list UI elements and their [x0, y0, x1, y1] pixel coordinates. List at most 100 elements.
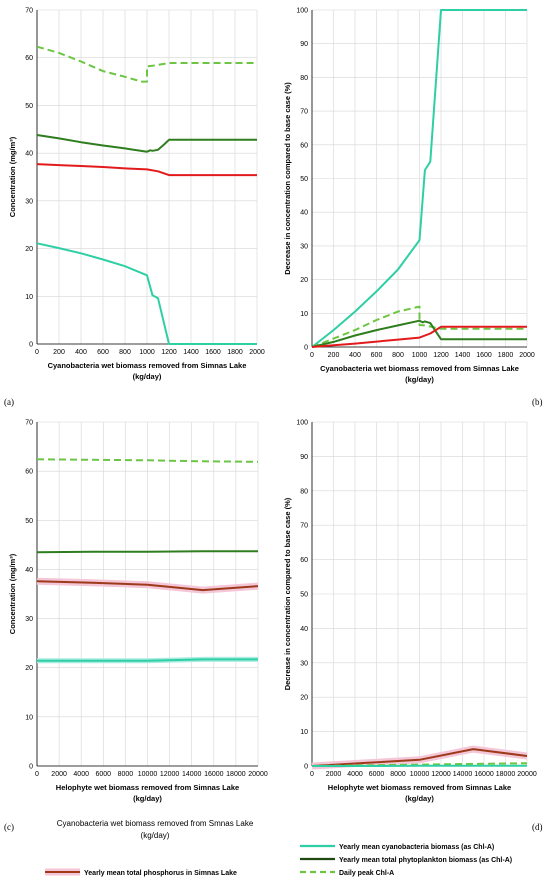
x-axis-unit-b: (kg/day) [405, 375, 434, 384]
y-tick-label-c-6: 60 [25, 469, 33, 476]
x-tick-label-d-1: 2000 [326, 771, 342, 778]
y-tick-label-d-7: 70 [300, 523, 308, 530]
series-line-d-tp_brown [311, 748, 528, 767]
x-axis-unit-d: (kg/day) [405, 794, 434, 803]
x-tick-label-a-1: 200 [53, 349, 65, 356]
x-tick-label-a-3: 600 [97, 349, 109, 356]
x-tick-label-b-5: 1000 [412, 352, 428, 359]
x-tick-label-a-4: 800 [119, 349, 131, 356]
x-tick-label-c-8: 16000 [204, 771, 224, 778]
series-line-c-cyano [37, 658, 258, 662]
y-tick-label-b-5: 50 [300, 176, 308, 183]
legend: Cyanobacteria wet biomass removed from S… [45, 819, 512, 877]
x-tick-label-a-7: 1400 [183, 349, 199, 356]
x-tick-label-c-7: 14000 [182, 771, 202, 778]
series-line-a-cyano [36, 242, 257, 345]
x-tick-label-b-6: 1200 [433, 352, 449, 359]
legend-label-cyano: Yearly mean cyanobacteria biomass (as Ch… [339, 844, 494, 851]
y-tick-label-d-6: 60 [300, 557, 308, 564]
x-axis-title-d: Helophyte wet biomass removed from Simna… [328, 783, 511, 792]
y-tick-label-d-4: 40 [300, 626, 308, 633]
y-tick-label-d-5: 50 [300, 592, 308, 599]
y-tick-label-a-3: 30 [25, 198, 33, 205]
x-axis-title-a: Cyanobacteria wet biomass removed from S… [48, 361, 247, 370]
x-axis-unit-a: (kg/day) [133, 372, 162, 381]
y-tick-label-b-1: 10 [300, 311, 308, 318]
series-line-b-cyano [311, 9, 527, 348]
chart-panel-c: 0 2000 4000 6000 8000 10000 12000 14000 16000 180… [8, 420, 268, 804]
x-tick-label-a-2: 400 [75, 349, 87, 356]
x-tick-label-b-3: 600 [371, 352, 383, 359]
x-axis-title-c: Helophyte wet biomass removed from Simna… [56, 783, 239, 792]
y-tick-label-b-3: 30 [300, 243, 308, 250]
x-tick-label-d-6: 12000 [431, 771, 451, 778]
y-tick-label-a-5: 50 [25, 103, 33, 110]
y-axis-title-a: Concentration (mg/m³) [8, 136, 17, 217]
x-tick-label-c-10: 20000 [248, 771, 268, 778]
x-tick-label-c-0: 0 [35, 771, 39, 778]
y-tick-label-c-4: 40 [25, 567, 33, 574]
x-tick-label-b-10: 2000 [519, 352, 535, 359]
x-tick-label-b-9: 1800 [498, 352, 514, 359]
x-tick-label-c-5: 10000 [138, 771, 158, 778]
x-tick-label-d-5: 10000 [410, 771, 430, 778]
y-tick-label-b-0: 0 [304, 345, 308, 352]
series-line-a-peak [36, 45, 257, 83]
x-tick-label-a-5: 1000 [139, 349, 155, 356]
y-tick-label-b-7: 70 [300, 109, 308, 116]
x-tick-label-d-3: 6000 [369, 771, 385, 778]
panel-label-a: (a) [4, 397, 14, 407]
series-line-b-tp_red [311, 325, 527, 348]
y-tick-label-c-5: 50 [25, 518, 33, 525]
y-tick-label-c-7: 70 [25, 420, 33, 427]
panels: 0 200 400 600 800 1000 1200 1400 1600 1800 2000010… [8, 8, 537, 804]
series-line-c-phyto [36, 550, 258, 554]
x-tick-label-b-1: 200 [328, 352, 340, 359]
y-tick-label-a-0: 0 [29, 342, 33, 349]
y-tick-label-d-1: 10 [300, 729, 308, 736]
x-tick-label-c-1: 2000 [51, 771, 67, 778]
x-tick-label-d-9: 18000 [496, 771, 516, 778]
y-tick-label-b-8: 80 [300, 75, 308, 82]
x-tick-label-c-9: 18000 [226, 771, 246, 778]
y-tick-label-a-6: 60 [25, 55, 33, 62]
x-tick-label-c-4: 8000 [118, 771, 134, 778]
x-tick-label-a-8: 1600 [205, 349, 221, 356]
x-tick-label-c-2: 4000 [73, 771, 89, 778]
y-tick-label-d-2: 20 [300, 695, 308, 702]
x-tick-label-b-2: 400 [349, 352, 361, 359]
y-axis-title-b: Decrease in concentration compared to ba… [283, 82, 292, 275]
y-tick-label-a-1: 10 [25, 294, 33, 301]
panel-label-c: (c) [4, 822, 14, 832]
legend-title-line2: (kg/day) [141, 831, 170, 840]
chart-panel-a: 0 200 400 600 800 1000 1200 1400 1600 1800 2000 0 10… [8, 8, 265, 382]
x-tick-label-d-7: 14000 [453, 771, 473, 778]
series-line-a-tp_red [36, 163, 257, 177]
y-tick-label-b-9: 90 [300, 41, 308, 48]
y-tick-label-b-2: 20 [300, 277, 308, 284]
x-tick-label-b-4: 800 [392, 352, 404, 359]
x-tick-label-d-10: 20000 [517, 771, 537, 778]
y-axis-title-c: Concentration (mg/m³) [8, 553, 17, 634]
y-tick-label-d-8: 80 [300, 488, 308, 495]
x-tick-label-b-0: 0 [310, 352, 314, 359]
y-tick-label-b-4: 40 [300, 210, 308, 217]
x-tick-label-a-10: 2000 [249, 349, 265, 356]
series-line-c-tp_brown [36, 580, 259, 592]
panel-label-b: (b) [532, 397, 543, 407]
y-tick-label-b-6: 60 [300, 142, 308, 149]
chart-panel-d: 0 2000 4000 6000 8000 10000 12000 14000 16000 180… [283, 420, 537, 804]
y-tick-label-d-3: 30 [300, 660, 308, 667]
x-tick-label-c-3: 6000 [96, 771, 112, 778]
x-tick-label-a-6: 1200 [161, 349, 177, 356]
y-tick-label-a-7: 70 [25, 8, 33, 15]
y-tick-label-d-10: 100 [296, 420, 308, 427]
x-tick-label-b-7: 1400 [455, 352, 471, 359]
x-tick-label-a-0: 0 [35, 349, 39, 356]
x-tick-label-a-9: 1800 [227, 349, 243, 356]
y-tick-label-c-0: 0 [29, 764, 33, 771]
y-tick-label-d-9: 90 [300, 454, 308, 461]
y-tick-label-c-3: 30 [25, 616, 33, 623]
y-axis-title-d: Decrease in concentration compared to ba… [283, 497, 292, 690]
